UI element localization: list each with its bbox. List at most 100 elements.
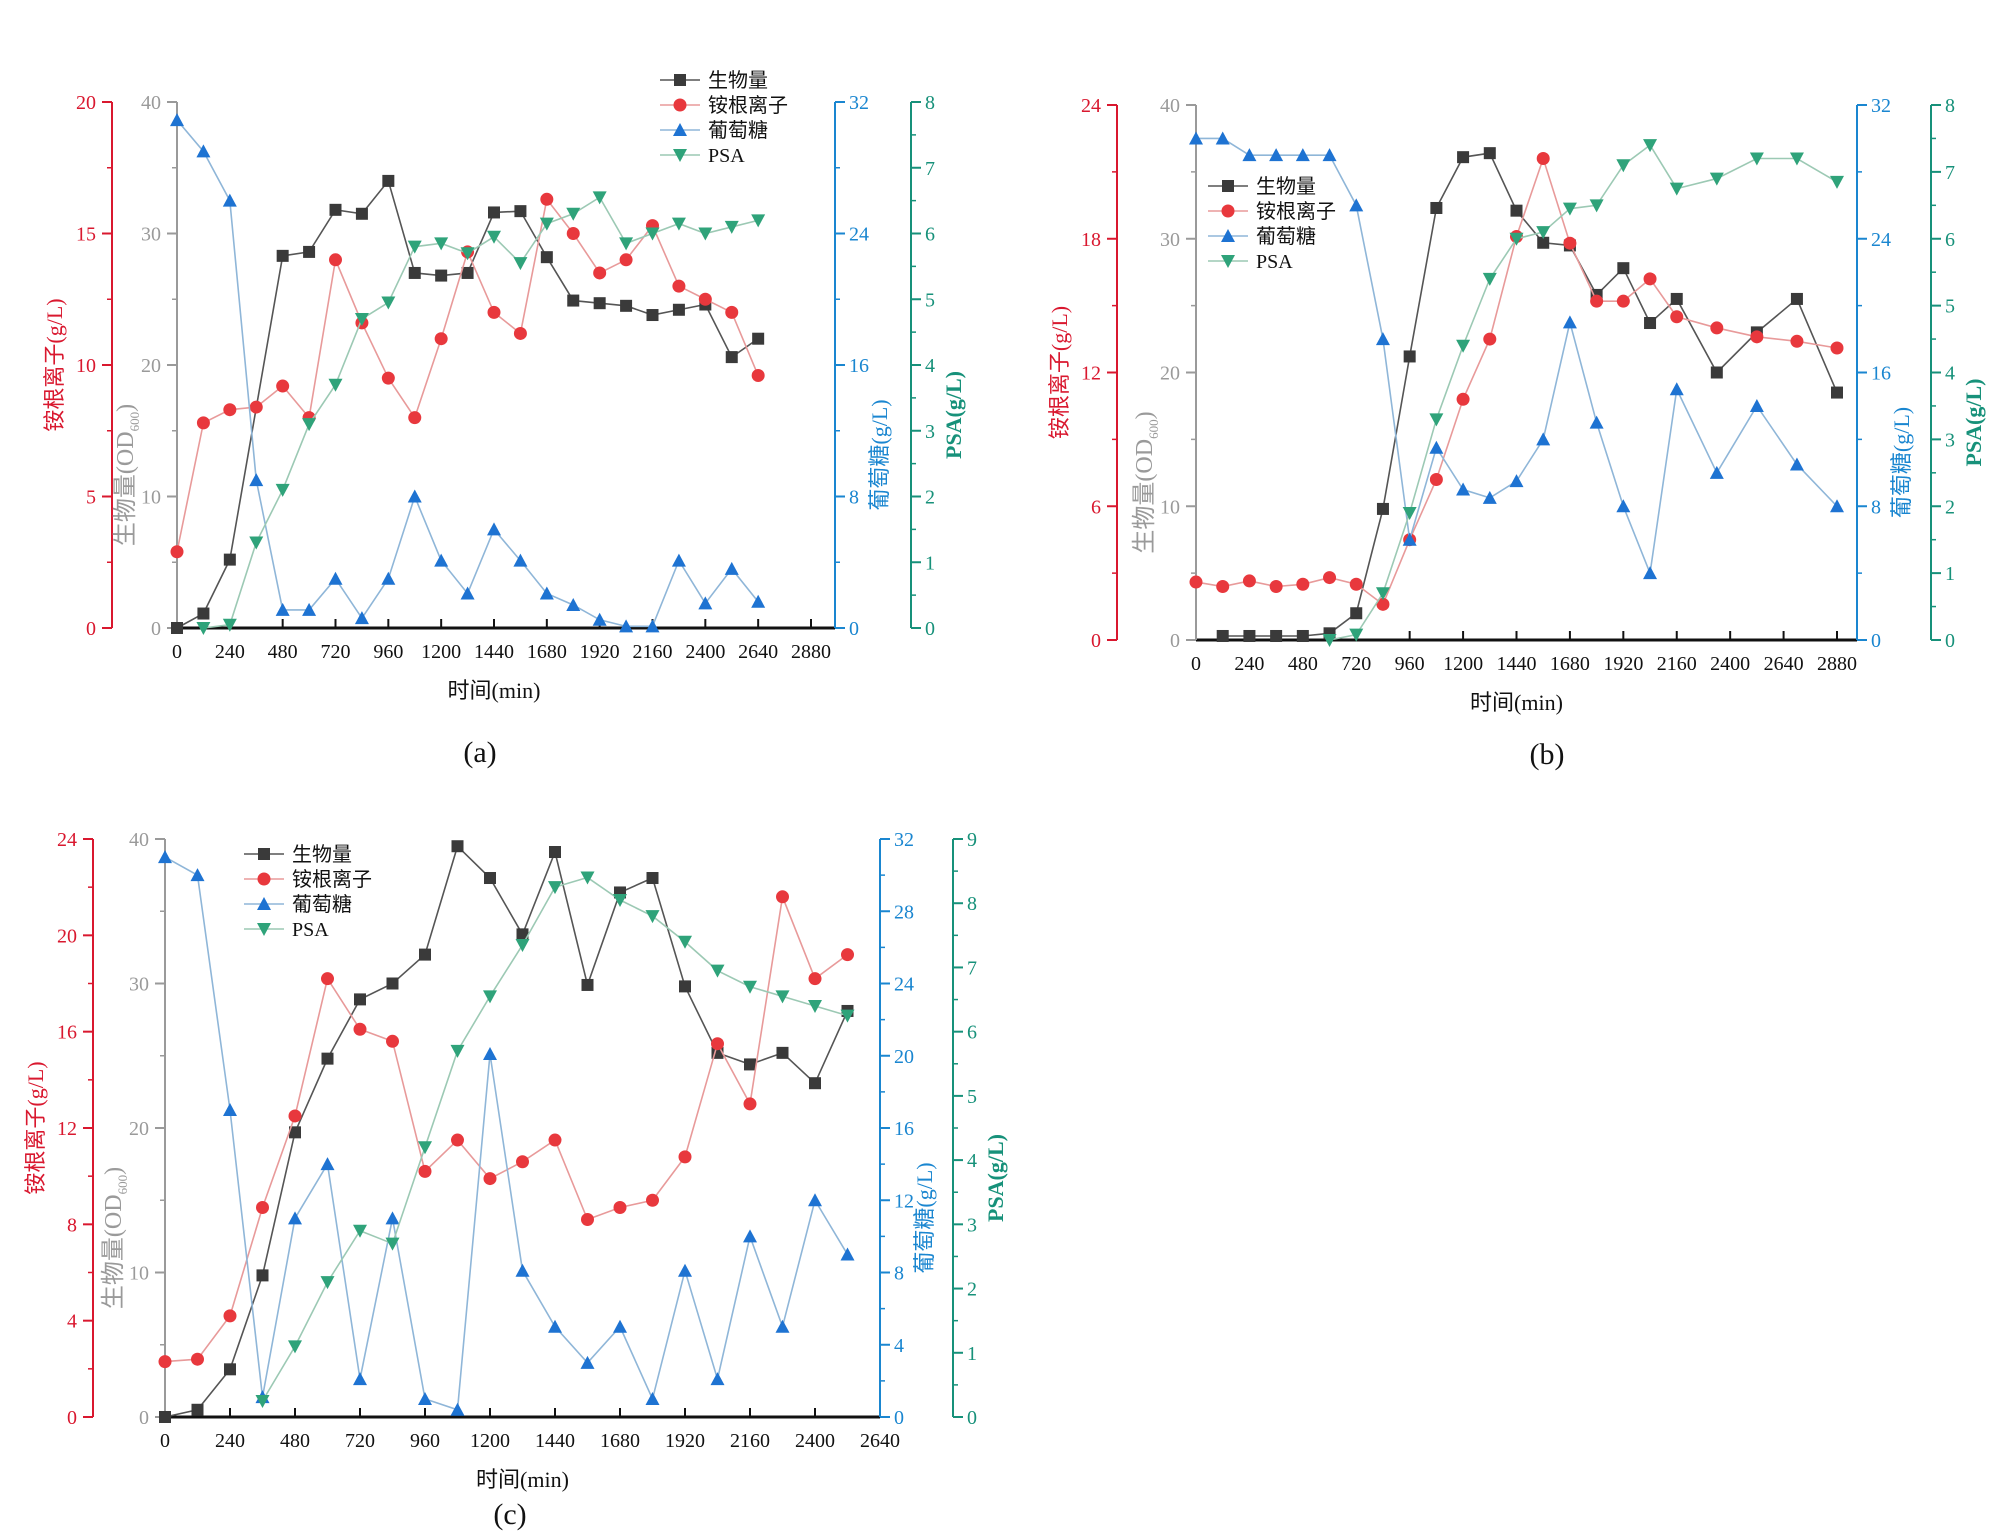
legend-marker-biomass — [258, 848, 270, 860]
data-point-biomass — [1617, 262, 1630, 275]
data-point-psa — [1643, 139, 1658, 153]
psa-tick-label: 7 — [967, 957, 977, 979]
psa-tick-label: 2 — [925, 487, 935, 509]
ammonium-tick-label: 20 — [57, 925, 77, 947]
data-point-ammonium — [711, 1037, 724, 1051]
psa-tick-label: 2 — [967, 1279, 977, 1301]
data-point-biomass — [646, 872, 659, 885]
data-point-ammonium — [751, 369, 765, 383]
data-point-psa — [1749, 152, 1764, 166]
data-point-ammonium — [418, 1164, 432, 1178]
data-point-ammonium — [386, 1034, 399, 1048]
data-point-ammonium — [698, 292, 712, 306]
glucose-tick-label: 32 — [1871, 95, 1891, 117]
x-tick-label: 2640 — [738, 641, 778, 663]
data-point-ammonium — [672, 279, 686, 293]
data-point-ammonium — [540, 192, 554, 206]
data-point-ammonium — [1216, 580, 1230, 593]
glucose-tick-label: 8 — [1871, 496, 1881, 518]
data-point-glucose — [613, 1319, 627, 1333]
data-point-glucose — [1789, 457, 1804, 471]
data-point-psa — [645, 910, 660, 924]
series-glucose — [158, 850, 855, 1416]
x-tick-label: 0 — [172, 641, 182, 663]
data-point-psa — [710, 964, 725, 978]
data-point-psa — [678, 935, 692, 949]
data-point-glucose — [450, 1402, 465, 1416]
x-tick-label: 2640 — [860, 1430, 900, 1452]
psa-tick-label: 6 — [967, 1022, 977, 1044]
x-tick-label: 480 — [1288, 653, 1318, 675]
psa-tick-label: 1 — [925, 552, 935, 574]
series-line-ammonium — [164, 893, 848, 1363]
data-point-biomass — [461, 266, 474, 279]
psa-tick-label: 7 — [1945, 162, 1955, 184]
data-point-glucose — [1830, 499, 1844, 513]
data-point-ammonium — [170, 545, 184, 559]
data-point-glucose — [1616, 499, 1631, 513]
data-point-biomass — [289, 1126, 301, 1139]
panel-label: (a) — [463, 736, 496, 769]
data-point-psa — [1322, 634, 1337, 647]
data-point-ammonium — [1670, 310, 1684, 324]
data-point-ammonium — [808, 972, 822, 986]
data-point-psa — [671, 217, 686, 231]
data-point-ammonium — [776, 890, 789, 904]
ammonium-tick-label: 24 — [57, 829, 77, 851]
data-point-glucose — [1375, 332, 1390, 346]
biomass-axis-title: 生物量(OD600) — [1131, 411, 1161, 553]
data-point-psa — [1830, 175, 1844, 189]
data-point-psa — [450, 1044, 465, 1058]
data-point-biomass — [620, 299, 633, 312]
ammonium-tick-label: 10 — [76, 355, 96, 377]
data-point-ammonium — [256, 1200, 269, 1214]
data-point-biomass — [1670, 292, 1683, 305]
data-point-ammonium — [548, 1133, 562, 1147]
biomass-axis-title-main: 生物量(OD — [100, 1194, 127, 1309]
biomass-tick-label: 20 — [129, 1118, 149, 1140]
glucose-tick-label: 12 — [894, 1190, 914, 1212]
series-psa — [1322, 139, 1844, 647]
x-tick-label: 2400 — [685, 641, 725, 663]
data-point-biomass — [159, 1411, 171, 1423]
data-point-ammonium — [1616, 294, 1630, 308]
data-point-ammonium — [593, 266, 607, 280]
x-tick-label: 2400 — [1710, 653, 1750, 675]
data-point-biomass — [540, 251, 553, 264]
data-point-biomass — [1430, 201, 1443, 214]
data-point-biomass — [516, 928, 529, 941]
data-point-biomass — [752, 332, 765, 345]
data-point-ammonium — [158, 1355, 172, 1369]
ammonium-tick-label: 18 — [1081, 229, 1101, 251]
data-point-glucose — [808, 1193, 822, 1207]
data-point-ammonium — [223, 403, 237, 417]
data-point-psa — [381, 296, 396, 310]
series-glucose — [170, 113, 766, 633]
data-point-glucose — [710, 1372, 725, 1386]
data-point-glucose — [288, 1211, 302, 1225]
glucose-axis-title: 葡萄糖(g/L) — [1889, 407, 1914, 518]
biomass-tick-label: 20 — [1160, 363, 1180, 385]
data-point-glucose — [275, 602, 290, 616]
biomass-axis-title-end: ) — [1132, 411, 1158, 419]
x-axis-title: 时间(min) — [1470, 690, 1563, 715]
biomass-tick-label: 40 — [1160, 95, 1180, 117]
data-point-glucose — [1749, 398, 1764, 412]
biomass-axis-title: 生物量(OD600) — [100, 1167, 130, 1309]
data-point-ammonium — [1536, 152, 1550, 165]
x-tick-label: 960 — [1395, 653, 1425, 675]
data-point-ammonium — [1563, 236, 1577, 250]
data-point-glucose — [515, 1263, 530, 1277]
biomass-tick-label: 30 — [129, 974, 149, 996]
data-point-glucose — [460, 586, 475, 600]
legend-label: PSA — [1256, 251, 1293, 273]
data-point-psa — [592, 191, 607, 205]
data-point-ammonium — [353, 1022, 367, 1036]
data-point-psa — [566, 207, 581, 221]
data-point-glucose — [1482, 490, 1497, 504]
glucose-tick-label: 32 — [849, 92, 869, 114]
data-point-glucose — [487, 522, 501, 536]
psa-tick-label: 5 — [967, 1086, 977, 1108]
